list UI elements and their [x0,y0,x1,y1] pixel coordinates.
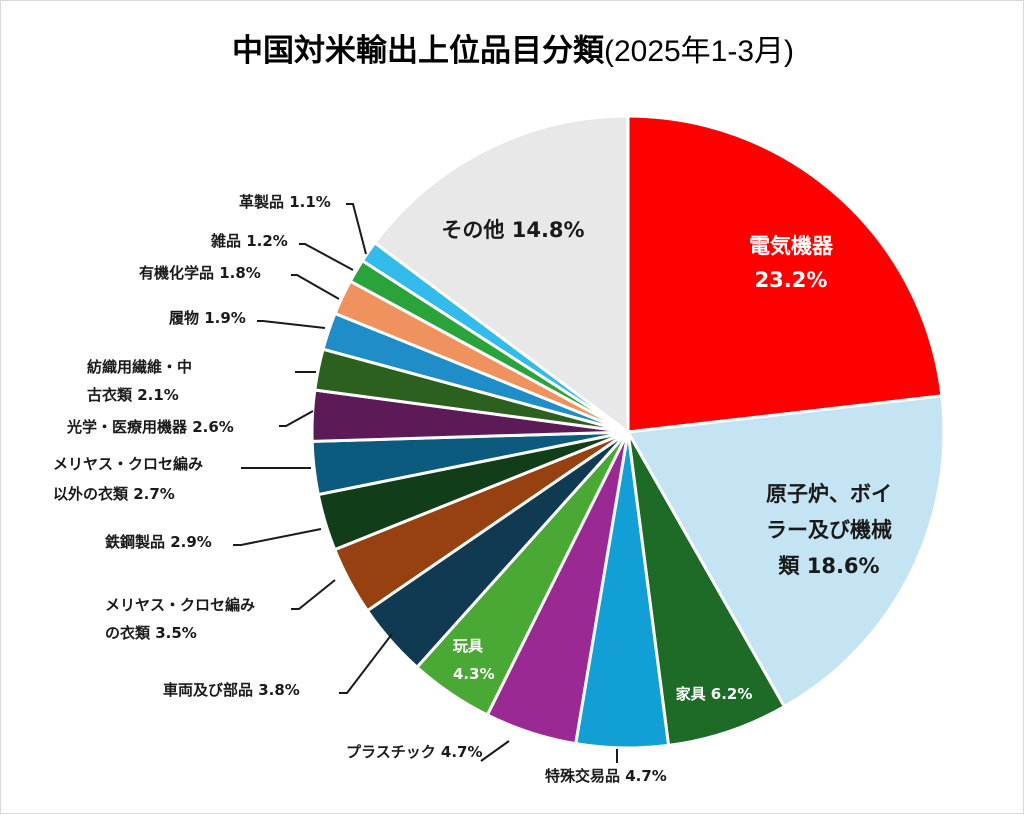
leader-line [257,320,326,329]
pie-slice [626,394,946,709]
slice-label: 革製品 1.1% [239,193,331,211]
leader-lines [233,203,618,763]
slice-label: 鉄鋼製品 2.9% [105,533,212,551]
leader-line [233,528,322,546]
leader-line [291,274,340,300]
slice-label: 紡織用繊維・中古衣類 2.1% [87,358,192,404]
slice-label: 原子炉、ボイラー及び機械類 18.6% [766,482,892,578]
chart-title: 中国対米輸出上位品目分類(2025年1-3月) [232,33,794,69]
leader-line [480,740,510,762]
slice-label: メリヤス・クロセ編みの衣類 3.5% [105,596,255,642]
chart-title-main: 中国対米輸出上位品目分類 [232,33,605,69]
pie-slice [373,114,630,434]
slice-label: 雑品 1.2% [210,232,288,250]
slice-label: 履物 1.9% [168,309,246,327]
pie-slice [626,114,944,434]
slice-label: プラスチック 4.7% [346,743,483,761]
slice-label: 玩具 4.3% [453,637,495,683]
leader-line [299,243,354,271]
slice-label: 有機化学品 1.8% [139,264,261,282]
slice-label: 光学・医療用機器 2.6% [66,418,234,436]
leader-line [339,633,393,694]
slice-label: 特殊交易品 4.7% [545,767,667,785]
leader-line [279,410,314,427]
slice-label: 電気機器 23.2% [749,234,834,292]
chart-title-subtitle: (2025年1-3月) [604,35,794,68]
slice-labels: 電気機器 23.2% 原子炉、ボイラー及び機械類 18.6% 家具 6.2% 特殊交易品… [53,193,892,785]
slice-label: その他 14.8% [441,218,584,242]
slice-label: 車両及び部品 3.8% [163,681,300,699]
slice-label: 家具 6.2% [676,685,753,703]
leader-line [346,203,367,255]
slice-label: メリヤス・クロセ編み以外の衣類 2.7% [53,455,203,503]
pie-slice [626,430,786,747]
pie-slices [310,114,946,750]
leader-line [291,579,336,610]
